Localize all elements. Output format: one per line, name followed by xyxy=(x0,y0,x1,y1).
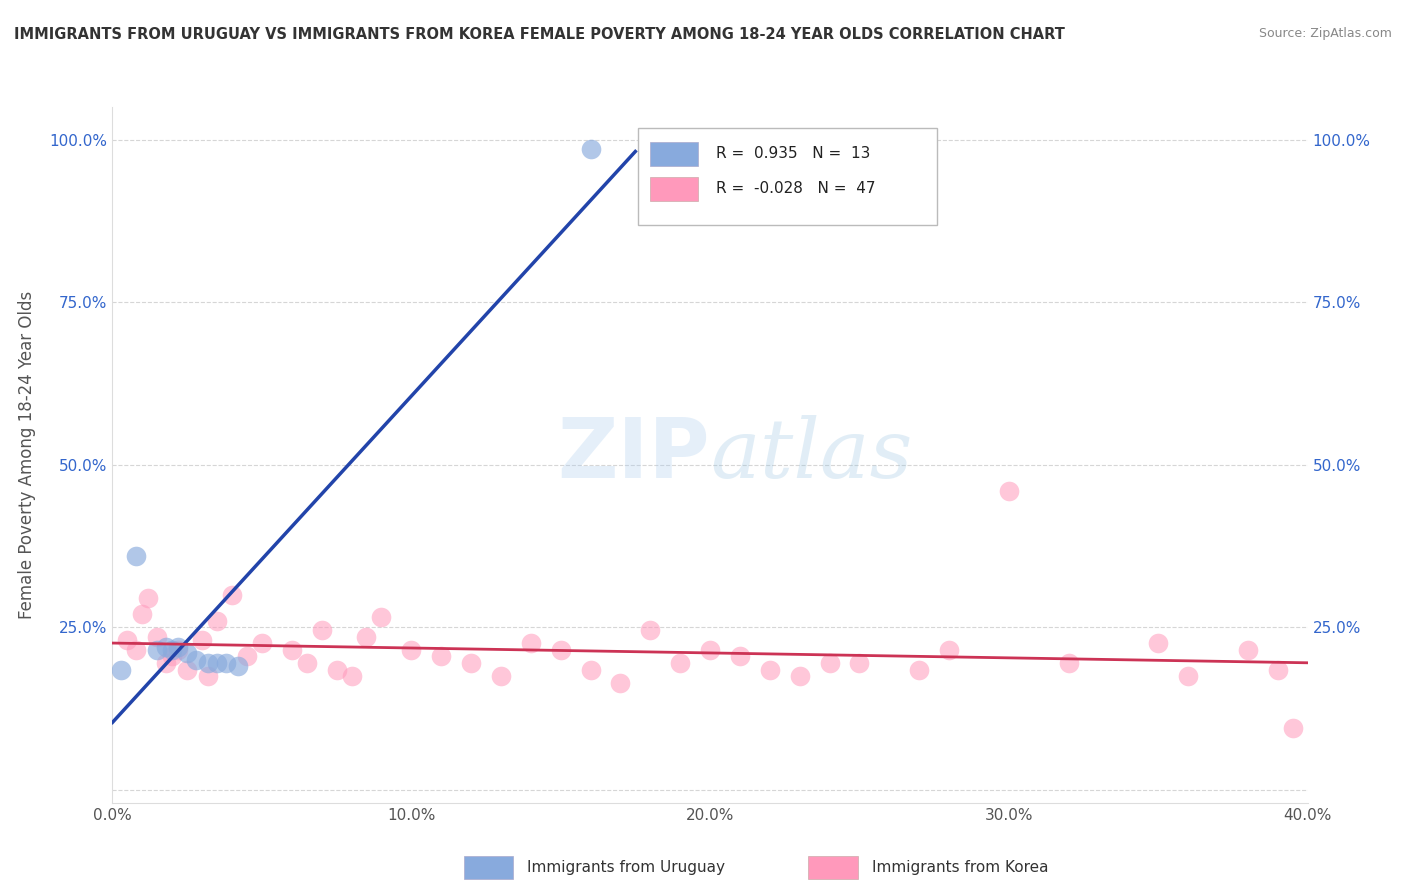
Point xyxy=(162,643,183,657)
Point xyxy=(110,663,132,677)
Point xyxy=(759,663,782,677)
Point xyxy=(640,624,662,638)
Point xyxy=(908,663,931,677)
Point xyxy=(1281,721,1303,735)
Text: R =  0.935   N =  13: R = 0.935 N = 13 xyxy=(716,146,870,161)
Point xyxy=(295,656,318,670)
Point xyxy=(205,614,228,628)
Point xyxy=(146,643,169,657)
Point xyxy=(125,549,148,563)
Point xyxy=(340,669,363,683)
FancyBboxPatch shape xyxy=(651,142,699,166)
Point xyxy=(579,142,602,156)
Point xyxy=(401,643,423,657)
Point xyxy=(728,649,751,664)
Point xyxy=(131,607,153,622)
Point xyxy=(236,649,259,664)
Text: Source: ZipAtlas.com: Source: ZipAtlas.com xyxy=(1258,27,1392,40)
FancyBboxPatch shape xyxy=(651,177,699,201)
Y-axis label: Female Poverty Among 18-24 Year Olds: Female Poverty Among 18-24 Year Olds xyxy=(18,291,35,619)
Text: IMMIGRANTS FROM URUGUAY VS IMMIGRANTS FROM KOREA FEMALE POVERTY AMONG 18-24 YEAR: IMMIGRANTS FROM URUGUAY VS IMMIGRANTS FR… xyxy=(14,27,1064,42)
Point xyxy=(998,483,1021,498)
Point xyxy=(186,653,208,667)
Point xyxy=(250,636,273,650)
FancyBboxPatch shape xyxy=(638,128,938,226)
Point xyxy=(609,675,631,690)
Point xyxy=(1237,643,1260,657)
Point xyxy=(138,591,160,605)
Point xyxy=(221,588,243,602)
Point xyxy=(125,643,148,657)
Text: R =  -0.028   N =  47: R = -0.028 N = 47 xyxy=(716,181,876,196)
Point xyxy=(325,663,347,677)
Point xyxy=(460,656,482,670)
Point xyxy=(197,656,219,670)
Point xyxy=(699,643,721,657)
Point xyxy=(669,656,692,670)
Point xyxy=(818,656,841,670)
Point xyxy=(550,643,572,657)
Point xyxy=(215,656,238,670)
Point xyxy=(155,640,177,654)
Point xyxy=(167,643,190,657)
Point xyxy=(281,643,304,657)
Point xyxy=(226,659,249,673)
Point xyxy=(162,649,183,664)
Point xyxy=(520,636,543,650)
Point xyxy=(191,633,214,648)
Point xyxy=(356,630,378,644)
Point xyxy=(579,663,602,677)
Point xyxy=(155,656,177,670)
Point xyxy=(848,656,870,670)
Point xyxy=(205,656,228,670)
Point xyxy=(311,624,333,638)
Point xyxy=(146,630,169,644)
Point xyxy=(117,633,139,648)
Text: Immigrants from Uruguay: Immigrants from Uruguay xyxy=(527,861,725,875)
Point xyxy=(938,643,960,657)
Point xyxy=(370,610,392,624)
Point xyxy=(430,649,453,664)
Point xyxy=(167,640,190,654)
Text: Immigrants from Korea: Immigrants from Korea xyxy=(872,861,1049,875)
Text: ZIP: ZIP xyxy=(558,415,710,495)
Point xyxy=(1057,656,1080,670)
Point xyxy=(1147,636,1170,650)
Point xyxy=(197,669,219,683)
Point xyxy=(176,663,198,677)
Point xyxy=(176,646,198,660)
Point xyxy=(1267,663,1289,677)
Point xyxy=(489,669,512,683)
Text: atlas: atlas xyxy=(710,415,912,495)
Point xyxy=(789,669,811,683)
Point xyxy=(1177,669,1199,683)
